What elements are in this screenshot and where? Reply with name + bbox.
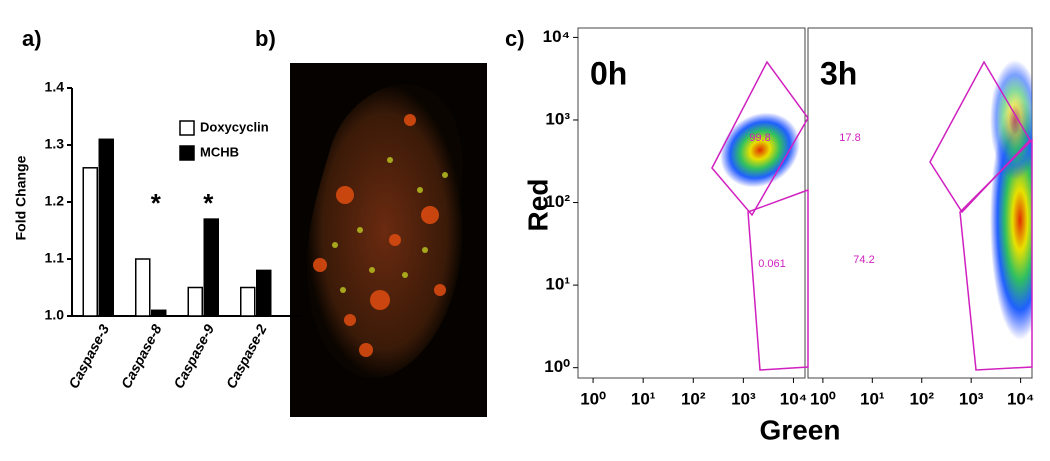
x-tick-label: 10³ (731, 389, 756, 408)
y-tick-label: 10⁰ (544, 357, 570, 376)
x-tick-label: 10⁴ (780, 389, 807, 408)
bar (187, 286, 203, 317)
bar (203, 218, 219, 317)
x-tick-label: Caspase-3 (65, 321, 112, 391)
significance-marker: * (151, 188, 162, 218)
x-tick-label: 10⁰ (810, 389, 836, 408)
bar (240, 286, 256, 317)
panel-label: c) (505, 26, 525, 51)
x-tick-label: 10² (909, 389, 934, 408)
plot-title: 3h (820, 55, 857, 91)
gate-label: 17.8 (839, 132, 860, 144)
density (990, 60, 1032, 340)
axis-label: Fold Change (13, 155, 29, 240)
x-tick-label: 10² (681, 389, 706, 408)
axis-label: Green (760, 414, 841, 445)
y-tick-label: 10¹ (545, 275, 570, 294)
legend-label: Doxycyclin (200, 119, 269, 134)
y-tick-label: 1.4 (45, 79, 65, 95)
legend-swatch (179, 120, 195, 136)
gate-label: 0.061 (758, 258, 786, 270)
legend-label: MCHB (200, 144, 239, 159)
density (720, 112, 800, 188)
y-tick-label: 1.0 (45, 307, 65, 323)
y-tick-label: 10³ (545, 109, 570, 128)
plot-title: 0h (590, 55, 627, 91)
panel-label: b) (255, 26, 276, 51)
x-tick-label: Caspase-8 (118, 321, 165, 391)
y-tick-label: 1.2 (45, 193, 65, 209)
x-tick-label: 10¹ (860, 389, 885, 408)
gate (711, 60, 1033, 371)
gate-label: 99.8 (749, 132, 770, 144)
significance-marker: * (203, 188, 214, 218)
axis-label: Red (522, 179, 553, 232)
x-tick-label: 10³ (959, 389, 984, 408)
x-tick-label: 10⁰ (580, 389, 606, 408)
gate-label: 74.2 (853, 254, 874, 266)
x-tick-label: 10⁴ (1007, 389, 1034, 408)
panel-label: a) (22, 26, 42, 51)
legend-swatch (179, 145, 195, 161)
x-tick-label: Caspase-2 (223, 321, 270, 391)
y-tick-label: 10² (545, 192, 570, 211)
y-tick-label: 1.1 (45, 250, 65, 266)
bar (82, 167, 98, 317)
y-tick-label: 10⁴ (543, 27, 570, 46)
bar (135, 258, 151, 317)
bar (151, 309, 167, 317)
micrograph (290, 63, 487, 417)
bar (98, 138, 114, 317)
x-tick-label: 10¹ (631, 389, 656, 408)
bar (256, 269, 272, 317)
y-tick-label: 1.3 (45, 136, 65, 152)
x-tick-label: Caspase-9 (170, 321, 217, 391)
